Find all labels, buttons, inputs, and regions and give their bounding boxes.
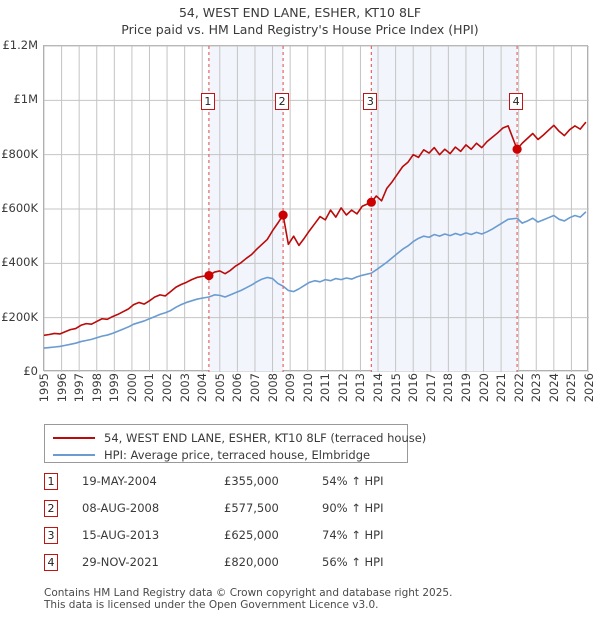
x-axis-tick-label: 2011 <box>318 373 333 403</box>
transaction-date: 29-NOV-2021 <box>82 555 159 569</box>
x-axis-tick-label: 1996 <box>54 373 69 403</box>
transaction-hpi-delta: 90% ↑ HPI <box>322 501 384 515</box>
chart-title-line1: 54, WEST END LANE, ESHER, KT10 8LF <box>178 5 422 20</box>
chart-title-line2: Price paid vs. HM Land Registry's House … <box>121 22 479 37</box>
transaction-price: £355,000 <box>224 474 279 488</box>
transaction-price: £820,000 <box>224 555 279 569</box>
x-axis-tick-label: 2000 <box>124 373 139 403</box>
legend-item: 54, WEST END LANE, ESHER, KT10 8LF (terr… <box>53 430 426 445</box>
table-row: 4 29-NOV-2021 £820,000 56% ↑ HPI <box>44 552 464 579</box>
x-axis-tick-label: 1997 <box>72 373 87 403</box>
chart-marker-3: 3 <box>363 93 378 110</box>
x-axis-labels: 1995 1996 1997 1998 1999 2000 2001 2002 2003 2004… <box>37 373 596 418</box>
x-axis-tick-label: 2020 <box>476 373 491 403</box>
transaction-price: £625,000 <box>224 528 279 542</box>
table-row: 1 19-MAY-2004 £355,000 54% ↑ HPI <box>44 471 464 498</box>
x-axis-tick-label: 2002 <box>160 373 175 403</box>
x-axis-tick-label: 2014 <box>371 373 386 403</box>
x-axis-tick-label: 2005 <box>212 373 227 403</box>
transaction-hpi-delta: 56% ↑ HPI <box>322 555 384 569</box>
x-axis-tick-label: 2021 <box>494 373 509 403</box>
transaction-index-badge: 1 <box>44 473 58 490</box>
x-axis-tick-label: 2018 <box>441 373 456 403</box>
y-axis-tick-label: £1M <box>13 92 38 107</box>
y-axis-tick-label: £0 <box>23 364 38 378</box>
x-axis-tick-label: 2019 <box>458 373 473 403</box>
legend-label: HPI: Average price, terraced house, Elmb… <box>104 447 371 462</box>
page-title: 54, WEST END LANE, ESHER, KT10 8LF Price… <box>0 4 600 38</box>
chart-marker-4: 4 <box>509 93 524 110</box>
x-axis-tick-label: 2008 <box>265 373 280 403</box>
x-axis-tick-label: 2009 <box>283 373 298 403</box>
x-axis-tick-label: 2004 <box>195 373 210 403</box>
footer-line-2: This data is licensed under the Open Gov… <box>44 598 379 611</box>
x-axis-tick-label: 2007 <box>247 373 262 403</box>
x-axis-tick-label: 1998 <box>89 373 104 403</box>
legend-color-swatch <box>53 453 95 456</box>
transaction-date: 08-AUG-2008 <box>82 501 160 515</box>
transaction-index-badge: 3 <box>44 527 58 544</box>
y-axis-tick-label: £800K <box>1 146 38 161</box>
transactions-table: 1 19-MAY-2004 £355,000 54% ↑ HPI 2 08-AUG-200… <box>44 471 464 579</box>
transaction-hpi-delta: 74% ↑ HPI <box>322 528 384 542</box>
y-axis-labels: £0 £200K £400K £600K £800K £1M £1.2M <box>0 38 38 378</box>
x-axis-tick-label: 2006 <box>230 373 245 403</box>
x-axis-tick-label: 2023 <box>529 373 544 403</box>
transaction-index-badge: 2 <box>44 500 58 517</box>
table-row: 2 08-AUG-2008 £577,500 90% ↑ HPI <box>44 498 464 525</box>
x-axis-tick-label: 2016 <box>406 373 421 403</box>
chart-marker-1: 1 <box>200 93 215 110</box>
x-axis-tick-label: 2015 <box>388 373 403 403</box>
x-axis-tick-label: 2003 <box>177 373 192 403</box>
y-axis-tick-label: £1.2M <box>2 38 38 52</box>
transaction-date: 15-AUG-2013 <box>82 528 160 542</box>
x-axis-tick-label: 2017 <box>423 373 438 403</box>
transaction-date: 19-MAY-2004 <box>82 474 157 488</box>
chart-legend: 54, WEST END LANE, ESHER, KT10 8LF (terr… <box>44 424 426 463</box>
x-axis-tick-label: 1995 <box>37 373 51 403</box>
x-axis-tick-label: 2026 <box>582 373 596 403</box>
y-axis-tick-label: £400K <box>1 255 38 270</box>
price-history-line-chart <box>44 46 589 372</box>
x-axis-tick-label: 2010 <box>300 373 315 403</box>
legend-color-swatch <box>53 436 95 439</box>
transaction-hpi-delta: 54% ↑ HPI <box>322 474 384 488</box>
x-axis-tick-label: 2012 <box>335 373 350 403</box>
x-axis-tick-label: 1999 <box>107 373 122 403</box>
x-axis-tick-label: 2025 <box>564 373 579 403</box>
transaction-index-badge: 4 <box>44 554 58 571</box>
legend-label: 54, WEST END LANE, ESHER, KT10 8LF (terr… <box>104 430 427 445</box>
x-axis-tick-label: 2022 <box>511 373 526 403</box>
transaction-price: £577,500 <box>224 501 279 515</box>
chart-marker-2: 2 <box>275 93 290 110</box>
x-axis-tick-label: 2024 <box>546 373 561 403</box>
footer-line-1: Contains HM Land Registry data © Crown c… <box>44 587 453 599</box>
x-axis-tick-label: 2001 <box>142 373 157 403</box>
x-axis-tick-label: 2013 <box>353 373 368 403</box>
table-row: 3 15-AUG-2013 £625,000 74% ↑ HPI <box>44 525 464 552</box>
y-axis-tick-label: £200K <box>1 309 38 324</box>
legend-item: HPI: Average price, terraced house, Elmb… <box>53 447 399 462</box>
footer-attribution: Contains HM Land Registry data © Crown c… <box>44 587 584 611</box>
y-axis-tick-label: £600K <box>1 201 38 215</box>
chart-plot-area <box>43 45 589 372</box>
